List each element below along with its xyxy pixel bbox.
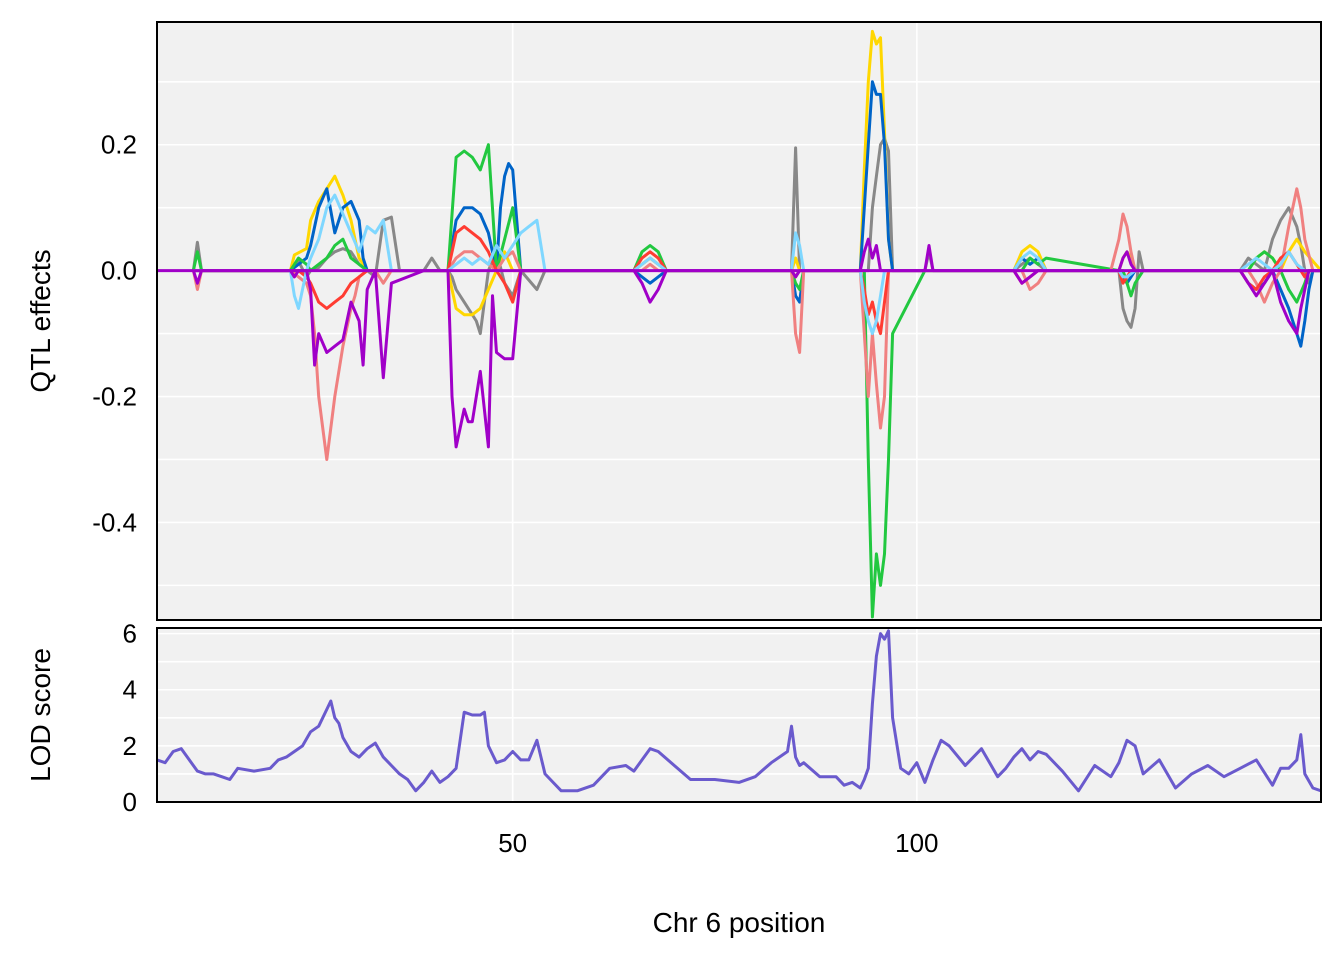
x-axis-title: Chr 6 position [653,907,826,938]
effects-series-group [157,29,1321,619]
lod-y-axis: 0 2 4 6 [123,619,137,817]
lod-y-axis-title: LOD score [25,648,56,782]
effects-panel-background [157,22,1321,620]
lod-series-line-0 [157,629,1321,793]
lod-panel-background [157,628,1321,802]
lod-panel-border [156,627,1322,803]
x-tick-label: 100 [895,828,938,858]
effects-y-axis-title: QTL effects [25,249,56,392]
lod-y-tick-label: 2 [123,731,137,761]
x-tick-label: 50 [498,828,527,858]
effects-y-axis: -0.4 -0.2 0.0 0.2 [92,130,137,538]
lod-y-tick-label: 0 [123,787,137,817]
effects-panel-border [156,21,1322,621]
lod-series-group [157,629,1321,793]
x-axis: 50 100 [498,828,938,858]
effects-y-tick-label: -0.4 [92,507,137,537]
effects-y-tick-label: 0.2 [101,130,137,160]
lod-y-tick-label: 6 [123,619,137,649]
effects-y-tick-label: 0.0 [101,256,137,286]
effects-y-tick-label: -0.2 [92,382,137,412]
lod-y-tick-label: 4 [123,675,137,705]
